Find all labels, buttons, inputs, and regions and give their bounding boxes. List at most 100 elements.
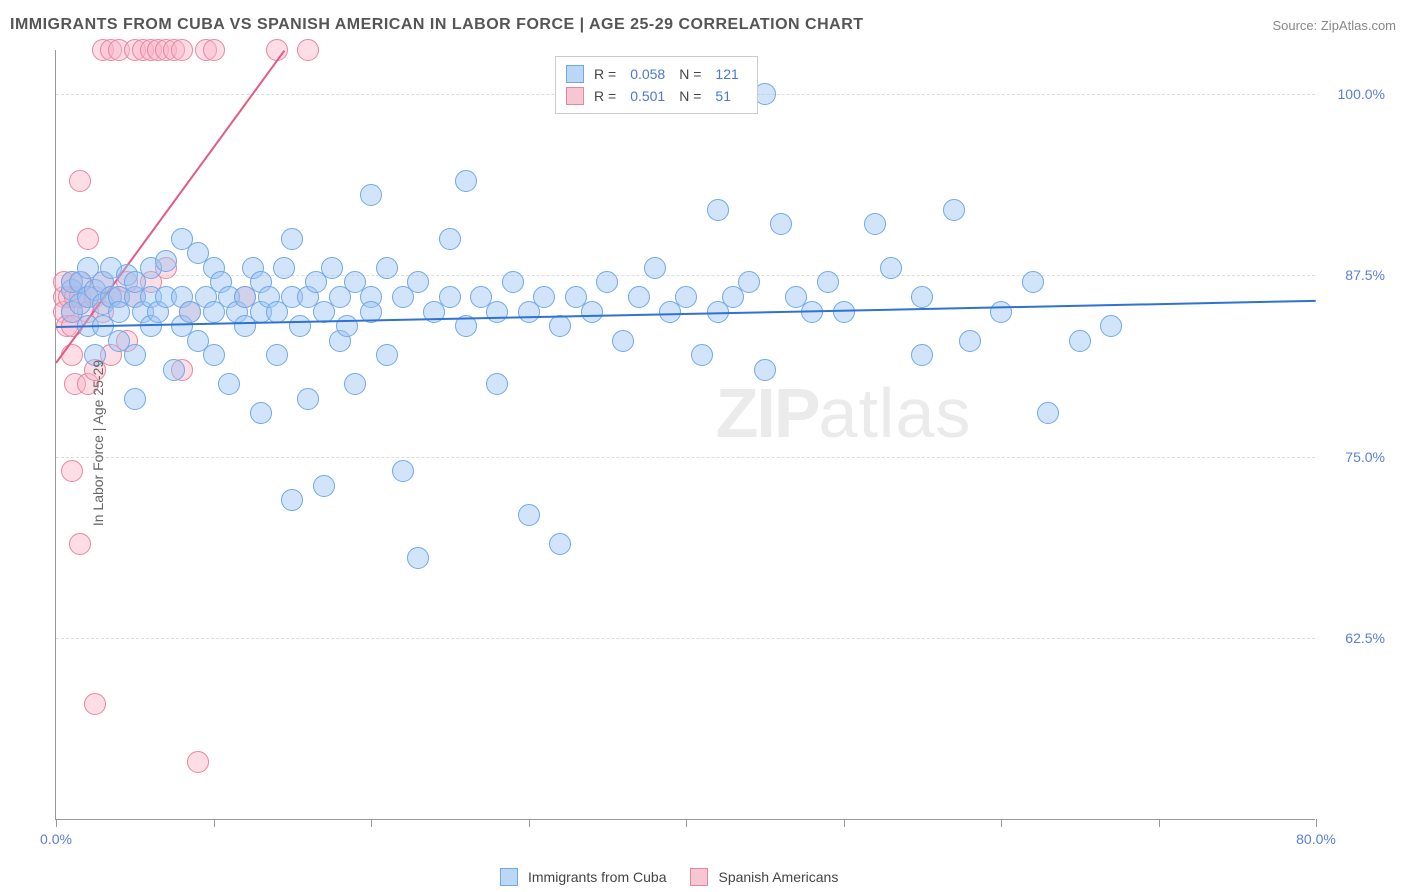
scatter-point (376, 344, 398, 366)
legend-item-blue: Immigrants from Cuba (500, 868, 666, 886)
x-tick (1159, 819, 1160, 827)
scatter-point (864, 213, 886, 235)
x-tick (686, 819, 687, 827)
scatter-point (124, 388, 146, 410)
x-tick (56, 819, 57, 827)
correlation-legend: R = 0.058 N = 121 R = 0.501 N = 51 (555, 56, 758, 114)
scatter-point (1069, 330, 1091, 352)
scatter-point (203, 344, 225, 366)
x-tick (1001, 819, 1002, 827)
n-label: N = (679, 85, 701, 107)
scatter-point (738, 271, 760, 293)
scatter-point (392, 460, 414, 482)
plot-area: 62.5%75.0%87.5%100.0%0.0%80.0%ZIPatlas (55, 50, 1315, 820)
y-tick-label: 62.5% (1325, 630, 1385, 646)
r-value-blue: 0.058 (630, 63, 665, 85)
scatter-point (163, 359, 185, 381)
scatter-point (518, 504, 540, 526)
x-tick (371, 819, 372, 827)
chart-title: IMMIGRANTS FROM CUBA VS SPANISH AMERICAN… (10, 16, 864, 34)
scatter-point (817, 271, 839, 293)
scatter-point (486, 301, 508, 323)
scatter-point (533, 286, 555, 308)
scatter-point (612, 330, 634, 352)
scatter-point (455, 170, 477, 192)
source-label: Source: ZipAtlas.com (1272, 18, 1396, 33)
x-tick (1316, 819, 1317, 827)
swatch-pink (566, 87, 584, 105)
scatter-point (297, 39, 319, 61)
swatch-blue (566, 65, 584, 83)
scatter-point (502, 271, 524, 293)
scatter-point (61, 344, 83, 366)
legend-item-pink: Spanish Americans (690, 868, 838, 886)
y-tick-label: 87.5% (1325, 267, 1385, 283)
y-tick-label: 100.0% (1325, 86, 1385, 102)
title-bar: IMMIGRANTS FROM CUBA VS SPANISH AMERICAN… (10, 10, 1396, 40)
scatter-point (187, 751, 209, 773)
scatter-point (407, 271, 429, 293)
scatter-point (360, 184, 382, 206)
scatter-point (266, 344, 288, 366)
legend-row-blue: R = 0.058 N = 121 (566, 63, 747, 85)
scatter-point (218, 373, 240, 395)
gridline (56, 457, 1315, 458)
swatch-pink (690, 868, 708, 886)
scatter-point (297, 388, 319, 410)
y-axis-label: In Labor Force | Age 25-29 (90, 360, 106, 526)
scatter-point (439, 228, 461, 250)
scatter-point (943, 199, 965, 221)
scatter-point (344, 373, 366, 395)
legend-row-pink: R = 0.501 N = 51 (566, 85, 747, 107)
scatter-point (707, 199, 729, 221)
r-value-pink: 0.501 (630, 85, 665, 107)
scatter-point (250, 402, 272, 424)
scatter-point (203, 39, 225, 61)
scatter-point (321, 257, 343, 279)
scatter-point (289, 315, 311, 337)
scatter-point (1037, 402, 1059, 424)
n-value-pink: 51 (715, 85, 731, 107)
gridline (56, 638, 1315, 639)
scatter-point (911, 344, 933, 366)
legend-label-pink: Spanish Americans (718, 869, 838, 885)
x-tick (529, 819, 530, 827)
scatter-point (77, 228, 99, 250)
scatter-point (628, 286, 650, 308)
scatter-point (69, 170, 91, 192)
scatter-point (581, 301, 603, 323)
scatter-point (1100, 315, 1122, 337)
r-label: R = (594, 85, 616, 107)
scatter-point (407, 547, 429, 569)
n-value-blue: 121 (715, 63, 738, 85)
swatch-blue (500, 868, 518, 886)
x-tick (214, 819, 215, 827)
legend-label-blue: Immigrants from Cuba (528, 869, 666, 885)
scatter-point (69, 533, 91, 555)
scatter-point (691, 344, 713, 366)
series-legend: Immigrants from Cuba Spanish Americans (500, 868, 838, 886)
scatter-point (171, 39, 193, 61)
x-tick-label: 80.0% (1296, 831, 1336, 847)
scatter-point (376, 257, 398, 279)
scatter-point (644, 257, 666, 279)
scatter-point (675, 286, 697, 308)
scatter-point (124, 344, 146, 366)
scatter-point (281, 489, 303, 511)
scatter-point (596, 271, 618, 293)
scatter-point (439, 286, 461, 308)
y-tick-label: 75.0% (1325, 449, 1385, 465)
scatter-point (549, 533, 571, 555)
scatter-point (754, 359, 776, 381)
scatter-point (880, 257, 902, 279)
r-label: R = (594, 63, 616, 85)
scatter-point (273, 257, 295, 279)
x-tick (844, 819, 845, 827)
scatter-point (84, 693, 106, 715)
scatter-point (959, 330, 981, 352)
scatter-point (155, 250, 177, 272)
scatter-point (911, 286, 933, 308)
scatter-point (486, 373, 508, 395)
scatter-point (770, 213, 792, 235)
x-tick-label: 0.0% (40, 831, 72, 847)
